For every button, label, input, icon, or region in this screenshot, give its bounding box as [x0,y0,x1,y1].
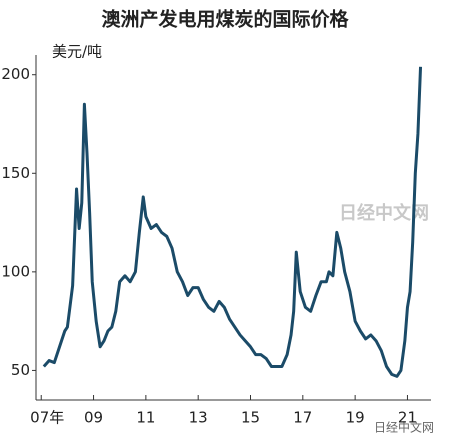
chart-title: 澳洲产发电用煤炭的国际价格 [101,8,349,31]
x-tick-label: 21 [398,409,417,427]
y-tick-label: 50 [11,361,30,379]
y-tick-label: 100 [1,262,30,280]
x-tick-label: 11 [136,409,155,427]
x-tick-label: 09 [84,409,103,427]
watermark: 日经中文网 [339,202,429,224]
price-line [42,66,423,378]
x-tick-label: 17 [293,409,312,427]
y-axis-label: 美元/吨 [52,43,102,61]
x-tick-label: 13 [189,409,208,427]
x-tick-label: 07年 [30,409,64,427]
x-tick-label: 15 [241,409,260,427]
x-tick-label: 19 [346,409,365,427]
y-tick-label: 150 [1,164,30,182]
y-tick-label: 200 [1,65,30,83]
source-mark: 日经中文网 [374,420,434,435]
